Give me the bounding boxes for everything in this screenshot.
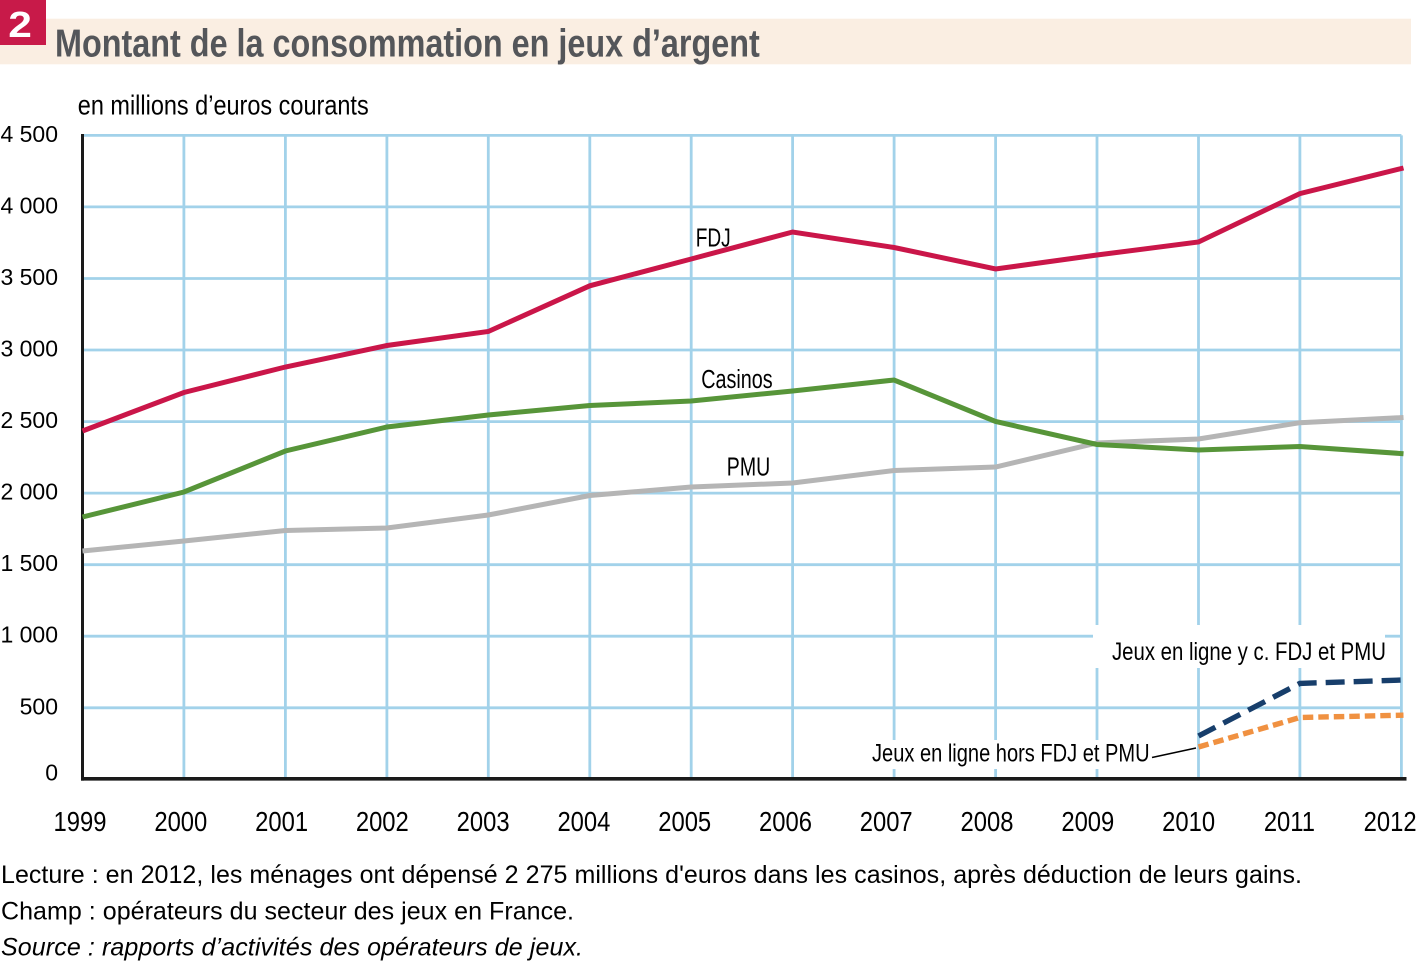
svg-text:0: 0 [45,760,58,786]
svg-text:3 500: 3 500 [0,264,58,290]
svg-text:2011: 2011 [1264,805,1315,837]
svg-text:2005: 2005 [658,805,711,837]
svg-text:4 000: 4 000 [0,192,58,218]
svg-text:Lecture : en 2012, les ménages: Lecture : en 2012, les ménages ont dépen… [1,861,1302,889]
svg-text:2 500: 2 500 [0,407,58,433]
svg-text:2007: 2007 [860,805,913,837]
svg-text:PMU: PMU [727,452,770,481]
svg-text:Montant de la consommation en: Montant de la consommation en jeux d’arg… [55,22,760,66]
svg-text:Jeux en ligne y c. FDJ et PMU: Jeux en ligne y c. FDJ et PMU [1112,637,1386,666]
svg-text:en millions d’euros courants: en millions d’euros courants [78,91,369,121]
svg-text:2004: 2004 [557,805,610,837]
svg-text:Casinos: Casinos [701,364,772,393]
svg-text:2009: 2009 [1061,805,1114,837]
svg-text:2012: 2012 [1364,805,1417,837]
svg-text:Source : rapports d’activités: Source : rapports d’activités des opérat… [1,934,583,962]
svg-text:2010: 2010 [1162,805,1215,837]
svg-text:FDJ: FDJ [696,223,731,253]
svg-text:1 000: 1 000 [0,622,58,648]
svg-text:2000: 2000 [154,805,207,837]
svg-text:Jeux en ligne hors FDJ et PMU: Jeux en ligne hors FDJ et PMU [872,738,1150,767]
svg-text:Champ : opérateurs du secteur: Champ : opérateurs du secteur des jeux e… [1,897,574,925]
svg-text:2003: 2003 [457,805,510,837]
svg-text:1 500: 1 500 [0,550,58,576]
svg-text:2: 2 [8,5,32,45]
svg-text:500: 500 [20,693,58,719]
svg-text:2 000: 2 000 [0,479,58,505]
svg-text:2006: 2006 [759,805,812,837]
svg-text:1999: 1999 [54,805,107,837]
svg-text:2001: 2001 [255,805,308,837]
svg-text:2008: 2008 [961,805,1014,837]
svg-text:2002: 2002 [356,805,409,837]
svg-text:4 500: 4 500 [0,121,58,147]
svg-text:3 000: 3 000 [0,336,58,362]
